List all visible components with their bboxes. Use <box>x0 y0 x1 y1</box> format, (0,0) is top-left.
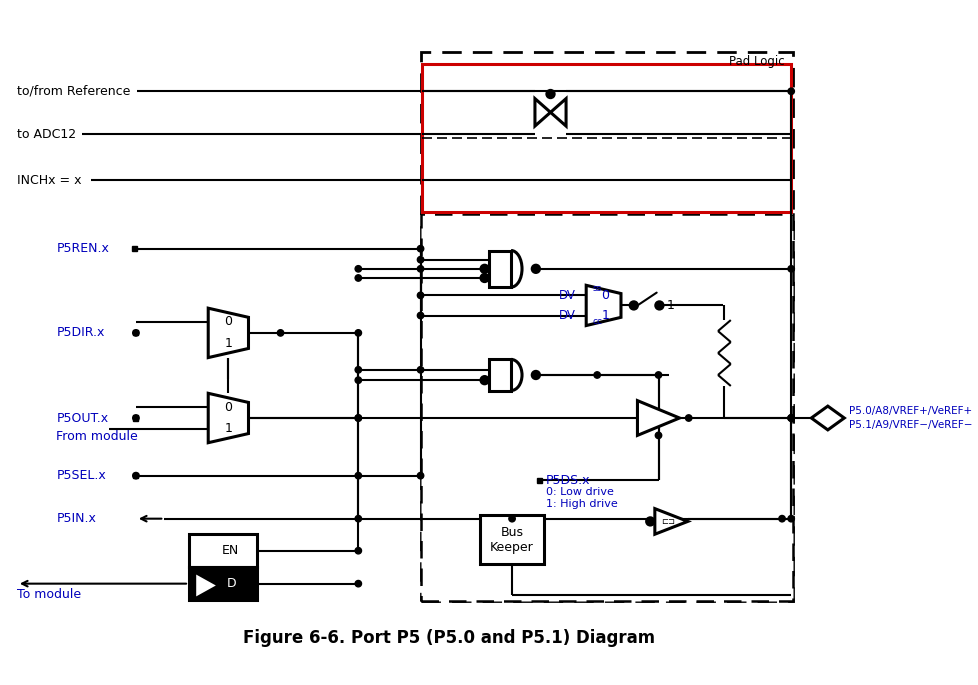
Text: P5DS.x: P5DS.x <box>546 474 590 487</box>
Circle shape <box>355 377 361 384</box>
Text: 0: Low drive: 0: Low drive <box>546 487 613 497</box>
Circle shape <box>355 366 361 373</box>
Bar <box>189 567 256 600</box>
Circle shape <box>417 312 423 319</box>
Circle shape <box>355 275 361 281</box>
Circle shape <box>531 371 540 379</box>
Circle shape <box>355 516 361 522</box>
Bar <box>189 534 256 567</box>
Circle shape <box>133 473 139 479</box>
Circle shape <box>654 372 661 378</box>
Polygon shape <box>208 393 248 443</box>
Circle shape <box>546 90 555 98</box>
Circle shape <box>645 517 653 525</box>
Polygon shape <box>654 508 688 534</box>
Text: Bus: Bus <box>500 526 523 539</box>
Polygon shape <box>586 285 620 325</box>
Circle shape <box>787 415 793 421</box>
Bar <box>421 214 792 601</box>
Circle shape <box>277 329 284 336</box>
Circle shape <box>480 274 488 282</box>
Text: P5OUT.x: P5OUT.x <box>57 412 109 425</box>
Text: To module: To module <box>17 588 81 601</box>
Bar <box>133 416 138 421</box>
Text: Keeper: Keeper <box>490 540 533 553</box>
Text: 1: 1 <box>666 299 674 312</box>
Polygon shape <box>534 99 550 126</box>
Circle shape <box>417 473 423 479</box>
Circle shape <box>355 547 361 554</box>
Circle shape <box>133 329 139 336</box>
Text: 1: High drive: 1: High drive <box>546 499 617 509</box>
Circle shape <box>594 372 600 378</box>
Text: From module: From module <box>57 429 138 443</box>
Circle shape <box>417 245 423 252</box>
Text: cc: cc <box>592 317 602 326</box>
Text: 0: 0 <box>600 289 608 302</box>
Circle shape <box>417 256 423 263</box>
Circle shape <box>654 301 663 310</box>
Circle shape <box>629 301 638 310</box>
Polygon shape <box>811 406 843 430</box>
Text: 1: 1 <box>600 309 608 322</box>
Circle shape <box>355 266 361 272</box>
Circle shape <box>417 366 423 373</box>
Circle shape <box>787 516 793 522</box>
Bar <box>133 330 138 336</box>
Text: ss: ss <box>592 284 601 292</box>
Text: 1: 1 <box>224 423 232 436</box>
Text: ⊏⊐: ⊏⊐ <box>661 517 675 526</box>
Circle shape <box>778 516 784 522</box>
Circle shape <box>480 264 488 273</box>
Text: EN: EN <box>221 544 239 557</box>
Circle shape <box>509 516 514 522</box>
Text: P5SEL.x: P5SEL.x <box>57 469 106 482</box>
Polygon shape <box>550 99 565 126</box>
Text: INCHx = x: INCHx = x <box>17 173 81 186</box>
Text: Figure 6-6. Port P5 (P5.0 and P5.1) Diagram: Figure 6-6. Port P5 (P5.0 and P5.1) Diag… <box>244 629 655 647</box>
Bar <box>537 477 542 483</box>
Polygon shape <box>637 401 679 436</box>
Circle shape <box>417 266 423 272</box>
Text: DV: DV <box>558 289 575 302</box>
Text: P5.1/A9/VREF−/VeREF−: P5.1/A9/VREF−/VeREF− <box>848 421 971 430</box>
Circle shape <box>480 376 488 384</box>
Circle shape <box>654 432 661 438</box>
Circle shape <box>133 415 139 421</box>
Text: P5REN.x: P5REN.x <box>57 242 110 256</box>
Polygon shape <box>208 308 248 358</box>
Circle shape <box>787 266 793 272</box>
Text: D: D <box>227 577 237 590</box>
Text: P5.0/A8/VREF+/VeREF+: P5.0/A8/VREF+/VeREF+ <box>848 406 971 416</box>
Text: DV: DV <box>558 309 575 322</box>
Bar <box>131 246 137 251</box>
Bar <box>479 515 544 564</box>
Bar <box>133 473 138 478</box>
Text: 1: 1 <box>224 338 232 350</box>
Circle shape <box>787 88 793 95</box>
Circle shape <box>355 473 361 479</box>
Text: Pad Logic: Pad Logic <box>729 55 783 68</box>
Text: to ADC12: to ADC12 <box>17 128 76 141</box>
Text: P5IN.x: P5IN.x <box>57 512 96 525</box>
Polygon shape <box>197 576 213 595</box>
Text: to/from Reference: to/from Reference <box>17 85 130 98</box>
Circle shape <box>355 329 361 336</box>
Bar <box>421 52 792 601</box>
Circle shape <box>531 264 540 273</box>
Circle shape <box>685 415 691 421</box>
Text: P5DIR.x: P5DIR.x <box>57 326 105 339</box>
Circle shape <box>417 292 423 299</box>
Bar <box>422 64 790 212</box>
Bar <box>489 360 511 390</box>
Circle shape <box>355 415 361 421</box>
Text: 0: 0 <box>224 315 232 328</box>
Circle shape <box>787 415 793 421</box>
Circle shape <box>787 415 793 421</box>
Text: 0: 0 <box>224 401 232 414</box>
Circle shape <box>355 580 361 587</box>
Bar <box>489 251 511 287</box>
Circle shape <box>355 415 361 421</box>
